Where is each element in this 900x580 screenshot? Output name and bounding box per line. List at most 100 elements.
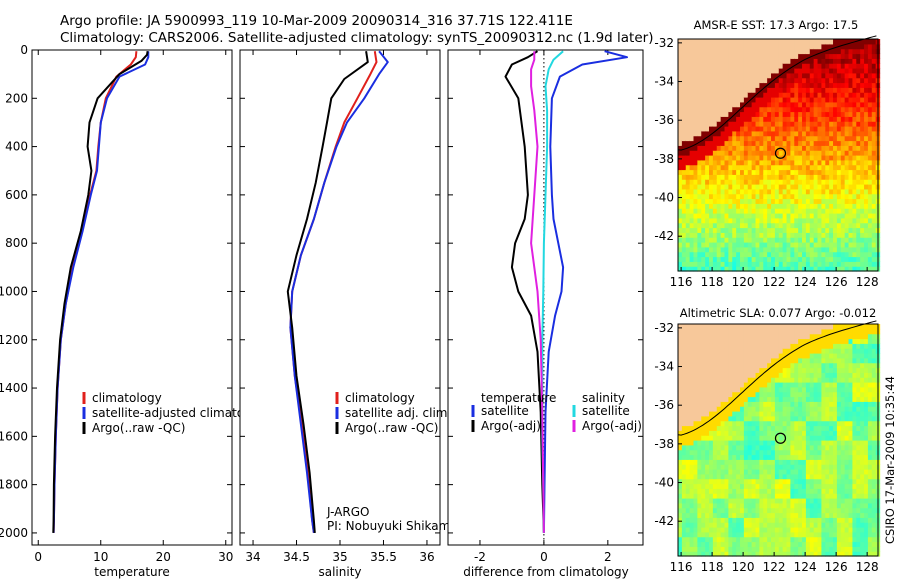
map-cell <box>774 256 780 262</box>
map-cell <box>786 357 792 364</box>
map-cell <box>732 237 737 243</box>
map-cell <box>848 39 854 45</box>
map-cell <box>856 72 861 79</box>
map-cell <box>840 261 846 267</box>
map-cell <box>712 208 718 214</box>
ytick-label: 1800 <box>0 478 28 492</box>
map-cell <box>782 348 788 354</box>
map-cell <box>712 502 718 509</box>
map-cell <box>732 193 737 200</box>
map-cell <box>817 483 823 489</box>
map-cell <box>817 92 823 98</box>
map-cell <box>716 391 722 398</box>
map-cell <box>798 82 803 88</box>
map-cell <box>712 348 718 354</box>
legend-climatology: climatology <box>345 391 415 405</box>
map-cell <box>771 111 776 117</box>
map-cell <box>813 169 819 175</box>
map-cell <box>771 420 776 427</box>
map-cell <box>701 362 706 369</box>
map-cell <box>848 362 854 369</box>
map-cell <box>860 483 865 489</box>
map-cell <box>743 420 749 427</box>
map-cell <box>709 406 714 412</box>
map-cell <box>809 111 815 117</box>
map-cell <box>767 261 772 267</box>
map-cell <box>697 420 702 427</box>
map-cell <box>736 198 741 204</box>
map-cell <box>848 353 854 359</box>
map-cell <box>751 72 757 79</box>
map-cell <box>774 130 780 137</box>
map-cell <box>860 242 865 248</box>
map-cell <box>798 164 803 171</box>
map-cell <box>794 382 799 388</box>
map-cell <box>767 159 772 166</box>
map-cell <box>740 406 745 412</box>
map-cell <box>759 483 764 489</box>
map-cell <box>844 159 850 166</box>
map-cell <box>871 155 877 161</box>
map-cell <box>821 382 826 388</box>
map-cell <box>755 420 760 427</box>
map-cell <box>852 92 857 98</box>
map-cell <box>767 401 772 407</box>
map-cell <box>786 77 792 84</box>
map-cell <box>743 517 749 523</box>
map-cell <box>833 348 838 354</box>
map-cell <box>720 357 726 364</box>
map-cell <box>829 256 834 262</box>
map-cell <box>743 435 749 441</box>
map-cell <box>836 382 842 388</box>
map-cell <box>798 72 803 79</box>
map-cell <box>720 169 726 175</box>
map-cell <box>782 193 788 200</box>
map-cell <box>844 343 850 349</box>
map-cell <box>771 382 776 388</box>
map-cell <box>740 522 745 528</box>
map-cell <box>840 237 846 243</box>
map-cell <box>736 546 741 552</box>
map-cell <box>798 92 803 98</box>
map-cell <box>840 97 846 103</box>
map-cell <box>844 541 850 547</box>
map-cell <box>685 150 691 156</box>
map-cell <box>860 517 865 523</box>
map-cell <box>829 338 834 344</box>
map-cell <box>809 459 815 465</box>
map-cell <box>778 444 784 451</box>
map-cell <box>836 367 842 373</box>
map-cell <box>759 435 764 441</box>
map-cell <box>720 145 726 151</box>
map-cell <box>829 536 834 543</box>
map-cell <box>689 367 695 373</box>
map-cell <box>871 237 877 243</box>
map-cell <box>790 324 795 330</box>
map-cell <box>802 502 807 509</box>
map-cell <box>716 101 722 108</box>
map-cell <box>693 217 698 224</box>
map-cell <box>720 478 726 485</box>
map-cell <box>709 464 714 470</box>
map-cell <box>732 502 737 509</box>
map-cell <box>813 536 819 543</box>
map-cell <box>840 512 846 518</box>
map-cell <box>836 478 842 485</box>
map-cell <box>802 246 807 253</box>
map-cell <box>732 82 737 88</box>
map-cell <box>743 348 749 354</box>
map-cell <box>802 444 807 451</box>
map-cell <box>681 101 687 108</box>
map-cell <box>689 377 695 383</box>
map-cell <box>740 232 745 238</box>
map-cell <box>860 512 865 518</box>
map-cell <box>755 198 760 204</box>
map-cell <box>689 242 695 248</box>
map-cell <box>689 82 695 88</box>
map-cell <box>736 531 741 538</box>
map-cell <box>736 527 741 533</box>
map-cell <box>759 39 764 45</box>
map-cell <box>852 217 857 224</box>
map-cell <box>755 155 760 161</box>
map-cell <box>705 203 710 209</box>
